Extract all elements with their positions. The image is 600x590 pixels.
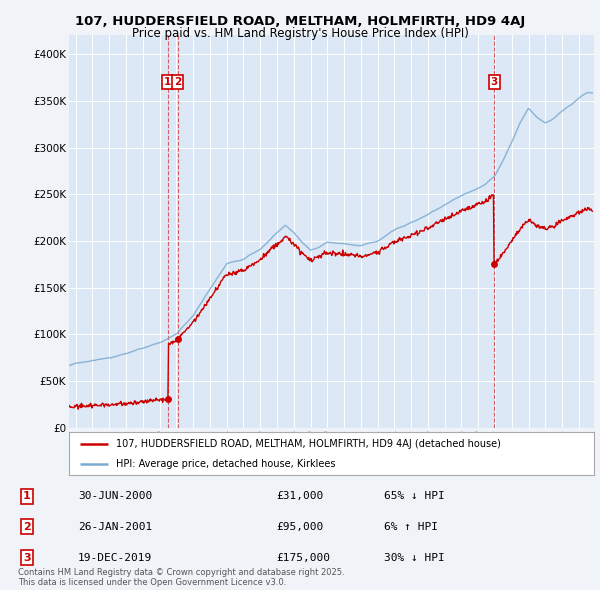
Text: 6% ↑ HPI: 6% ↑ HPI [384, 522, 438, 532]
Text: 3: 3 [491, 77, 498, 87]
Text: 2: 2 [174, 77, 181, 87]
Text: 1: 1 [164, 77, 172, 87]
Text: £31,000: £31,000 [276, 491, 323, 501]
Text: 107, HUDDERSFIELD ROAD, MELTHAM, HOLMFIRTH, HD9 4AJ: 107, HUDDERSFIELD ROAD, MELTHAM, HOLMFIR… [75, 15, 525, 28]
Text: 1: 1 [23, 491, 31, 501]
Text: 30% ↓ HPI: 30% ↓ HPI [384, 553, 445, 562]
Text: 26-JAN-2001: 26-JAN-2001 [78, 522, 152, 532]
Text: £175,000: £175,000 [276, 553, 330, 562]
Text: Price paid vs. HM Land Registry's House Price Index (HPI): Price paid vs. HM Land Registry's House … [131, 27, 469, 40]
Text: 2: 2 [23, 522, 31, 532]
Text: 65% ↓ HPI: 65% ↓ HPI [384, 491, 445, 501]
Text: 107, HUDDERSFIELD ROAD, MELTHAM, HOLMFIRTH, HD9 4AJ (detached house): 107, HUDDERSFIELD ROAD, MELTHAM, HOLMFIR… [116, 439, 501, 449]
Text: HPI: Average price, detached house, Kirklees: HPI: Average price, detached house, Kirk… [116, 459, 336, 469]
Text: 19-DEC-2019: 19-DEC-2019 [78, 553, 152, 562]
Text: Contains HM Land Registry data © Crown copyright and database right 2025.
This d: Contains HM Land Registry data © Crown c… [18, 568, 344, 587]
Text: £95,000: £95,000 [276, 522, 323, 532]
Text: 3: 3 [23, 553, 31, 562]
Text: 30-JUN-2000: 30-JUN-2000 [78, 491, 152, 501]
